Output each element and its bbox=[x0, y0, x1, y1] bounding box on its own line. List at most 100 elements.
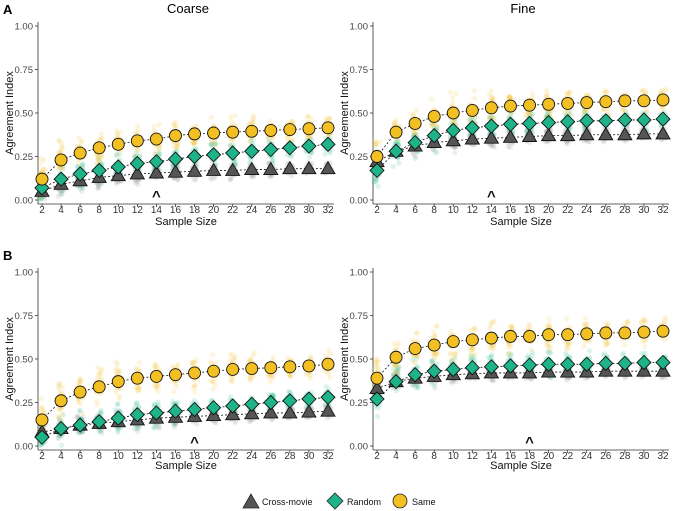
sample-point bbox=[173, 384, 180, 390]
sample-point bbox=[308, 354, 314, 360]
sample-point bbox=[428, 358, 435, 364]
sample-point bbox=[489, 352, 495, 358]
sample-point bbox=[151, 128, 157, 134]
x-tick-label: 8 bbox=[431, 451, 437, 462]
mean-point-cross-movie bbox=[224, 162, 241, 176]
sample-point bbox=[169, 363, 176, 370]
y-tick-label: 1.00 bbox=[15, 22, 34, 33]
sample-point bbox=[288, 119, 294, 125]
x-tick-label: 8 bbox=[431, 205, 437, 216]
sample-point bbox=[230, 137, 236, 143]
mean-point-cross-movie bbox=[243, 161, 260, 176]
sample-point bbox=[99, 430, 105, 436]
mean-point-random bbox=[129, 155, 145, 172]
mean-point-same bbox=[427, 110, 441, 123]
sample-point bbox=[545, 109, 551, 115]
mean-point-random bbox=[282, 140, 298, 156]
sample-point bbox=[431, 124, 437, 131]
sample-point bbox=[208, 139, 214, 145]
sample-point bbox=[250, 174, 257, 180]
x-tick-label: 26 bbox=[600, 205, 612, 216]
sample-point bbox=[396, 365, 402, 371]
sample-point bbox=[231, 355, 237, 361]
sample-point bbox=[428, 122, 435, 128]
sample-point bbox=[507, 144, 513, 151]
sample-point bbox=[489, 377, 496, 384]
sample-point bbox=[151, 424, 157, 430]
sample-point bbox=[304, 114, 310, 120]
mean-point-same bbox=[169, 129, 182, 143]
mean-point-random bbox=[407, 134, 423, 151]
sample-point bbox=[451, 355, 458, 361]
sample-point bbox=[250, 119, 256, 125]
mean-point-random bbox=[540, 114, 557, 131]
sample-point bbox=[131, 426, 138, 432]
sample-point bbox=[212, 141, 218, 147]
mean-point-same bbox=[226, 362, 240, 376]
mean-point-same bbox=[245, 362, 259, 376]
sample-point bbox=[96, 428, 102, 434]
x-tick-label: 2 bbox=[374, 451, 380, 462]
sample-point bbox=[270, 354, 277, 360]
sample-point bbox=[171, 389, 177, 395]
sample-point bbox=[39, 166, 46, 172]
mean-point-random bbox=[636, 112, 652, 128]
mean-point-random bbox=[148, 154, 165, 170]
sample-point bbox=[323, 115, 329, 122]
mean-point-random bbox=[244, 396, 260, 412]
mean-point-cross-movie bbox=[655, 125, 671, 140]
sample-point bbox=[231, 357, 237, 363]
sample-point bbox=[56, 435, 62, 441]
sample-point bbox=[307, 375, 314, 382]
mean-point-random bbox=[320, 389, 336, 405]
x-tick-label: 8 bbox=[96, 205, 102, 216]
sample-point bbox=[247, 357, 253, 363]
sample-point bbox=[506, 95, 512, 101]
sample-point bbox=[506, 95, 513, 101]
sample-point bbox=[471, 88, 477, 94]
sample-point bbox=[373, 179, 379, 185]
x-axis-label: Sample Size bbox=[155, 460, 217, 472]
x-tick-label: 18 bbox=[189, 205, 201, 216]
y-axis-label: Agreement Index bbox=[4, 317, 16, 401]
sample-point bbox=[156, 389, 162, 395]
sample-point bbox=[230, 351, 236, 358]
sample-point bbox=[392, 362, 398, 368]
mean-point-cross-movie bbox=[148, 165, 165, 179]
mean-point-random bbox=[655, 111, 671, 127]
sample-point bbox=[208, 378, 214, 384]
sample-point bbox=[448, 380, 454, 386]
x-tick-label: 20 bbox=[543, 451, 555, 462]
sample-point bbox=[544, 87, 550, 94]
mean-point-same bbox=[542, 97, 556, 111]
mean-point-same bbox=[149, 369, 163, 383]
mean-point-random bbox=[560, 114, 576, 130]
sample-point bbox=[39, 395, 45, 402]
sample-point bbox=[434, 124, 440, 130]
x-tick-label: 28 bbox=[284, 451, 296, 462]
sample-point bbox=[394, 367, 401, 373]
sample-point bbox=[323, 353, 329, 359]
sample-point bbox=[659, 375, 665, 381]
mean-point-cross-movie bbox=[263, 405, 279, 419]
sample-point bbox=[393, 388, 400, 394]
sample-point bbox=[56, 138, 62, 144]
sample-point bbox=[58, 188, 64, 194]
sample-point bbox=[250, 120, 256, 126]
sample-point bbox=[373, 359, 379, 366]
mean-point-random bbox=[186, 401, 203, 418]
sample-point bbox=[508, 351, 514, 357]
sample-point bbox=[114, 151, 121, 158]
x-tick-label: 6 bbox=[77, 205, 83, 216]
sample-point bbox=[489, 95, 496, 101]
sample-point bbox=[114, 151, 120, 157]
sample-point bbox=[173, 145, 179, 152]
y-axis-label: Agreement Index bbox=[339, 317, 351, 401]
sample-point bbox=[77, 400, 83, 407]
sample-point bbox=[471, 354, 477, 360]
sample-point bbox=[227, 357, 233, 363]
panel-B-coarse: 0.000.250.500.751.002 4 6 8 10 12 14 16 18 20 22 24… bbox=[4, 268, 336, 472]
x-tick-label: 16 bbox=[170, 205, 182, 216]
sample-point bbox=[175, 399, 181, 405]
x-tick-label: 32 bbox=[657, 451, 669, 462]
